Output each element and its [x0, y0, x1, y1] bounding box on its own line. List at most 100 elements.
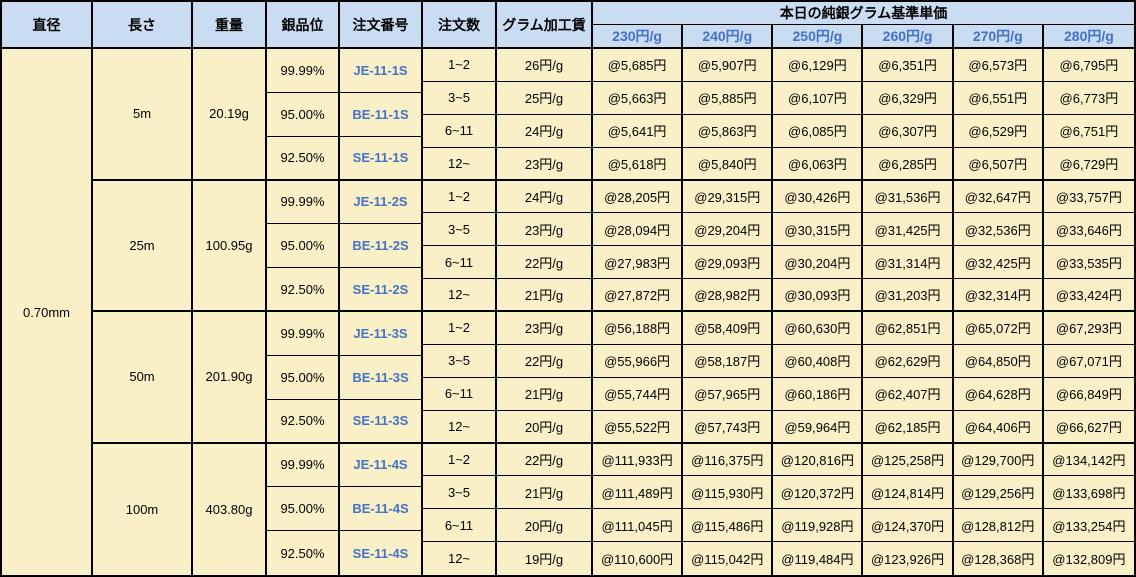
gram-fee-cell: 21円/g: [497, 377, 593, 411]
price-cell: @66,849円: [1043, 377, 1134, 411]
order-qty-cell: 3~5: [423, 476, 497, 510]
price-cell: @59,964円: [773, 410, 864, 444]
price-cell: @32,425円: [953, 246, 1044, 280]
price-cell: @134,142円: [1043, 443, 1134, 477]
order-qty-cell: 1~2: [423, 312, 497, 345]
price-cell: @124,370円: [863, 509, 954, 543]
purity-cell: 99.99%: [267, 180, 340, 225]
price-cell: @6,729円: [1043, 147, 1134, 181]
price-cell: @6,307円: [863, 114, 954, 148]
gram-fee-cell: 23円/g: [497, 312, 593, 345]
price-cell: @30,093円: [773, 279, 864, 312]
price-cell: @6,085円: [773, 114, 864, 148]
price-cell: @132,809円: [1043, 542, 1134, 575]
order-qty-cell: 1~2: [423, 49, 497, 82]
price-cell: @5,641円: [593, 114, 684, 148]
price-cell: @5,840円: [683, 147, 774, 181]
price-cell: @67,071円: [1043, 344, 1134, 378]
length-cell: 25m: [93, 180, 193, 312]
price-cell: @57,965円: [683, 377, 774, 411]
price-cell: @28,205円: [593, 180, 684, 214]
order-qty-cell: 12~: [423, 279, 497, 312]
price-cell: @6,107円: [773, 81, 864, 115]
price-cell: @124,814円: [863, 476, 954, 510]
price-cell: @119,484円: [773, 542, 864, 575]
gram-fee-cell: 24円/g: [497, 180, 593, 214]
price-column-header: 250円/g: [773, 25, 864, 49]
length-cell: 50m: [93, 312, 193, 444]
price-cell: @28,982円: [683, 279, 774, 312]
price-column-header: 260円/g: [863, 25, 954, 49]
price-cell: @67,293円: [1043, 312, 1134, 345]
price-cell: @60,630円: [773, 312, 864, 345]
price-cell: @133,254円: [1043, 509, 1134, 543]
price-cell: @60,186円: [773, 377, 864, 411]
price-cell: @6,529円: [953, 114, 1044, 148]
purity-cell: 99.99%: [267, 312, 340, 356]
price-cell: @33,424円: [1043, 279, 1134, 312]
order-number-cell: JE-11-1S: [340, 49, 423, 93]
order-number-cell: BE-11-2S: [340, 224, 423, 269]
order-qty-cell: 12~: [423, 542, 497, 575]
price-cell: @6,129円: [773, 49, 864, 82]
gram-fee-cell: 19円/g: [497, 542, 593, 575]
order-qty-cell: 12~: [423, 410, 497, 444]
order-qty-cell: 3~5: [423, 344, 497, 378]
price-cell: @32,536円: [953, 213, 1044, 247]
price-cell: @115,486円: [683, 509, 774, 543]
price-cell: @64,406円: [953, 410, 1044, 444]
order-qty-cell: 6~11: [423, 377, 497, 411]
price-cell: @111,045円: [593, 509, 684, 543]
gram-fee-cell: 20円/g: [497, 410, 593, 444]
price-cell: @33,646円: [1043, 213, 1134, 247]
price-column-header: 270円/g: [953, 25, 1044, 49]
price-cell: @128,812円: [953, 509, 1044, 543]
price-cell: @5,663円: [593, 81, 684, 115]
order-number-cell: SE-11-3S: [340, 399, 423, 444]
price-cell: @28,094円: [593, 213, 684, 247]
order-qty-cell: 1~2: [423, 180, 497, 214]
purity-cell: 95.00%: [267, 224, 340, 269]
price-cell: @120,816円: [773, 443, 864, 477]
order-qty-cell: 6~11: [423, 509, 497, 543]
price-cell: @5,618円: [593, 147, 684, 181]
column-header-length: 長さ: [93, 2, 193, 49]
price-cell: @111,933円: [593, 443, 684, 477]
price-cell: @5,863円: [683, 114, 774, 148]
gram-fee-cell: 23円/g: [497, 213, 593, 247]
price-cell: @5,885円: [683, 81, 774, 115]
order-qty-cell: 6~11: [423, 114, 497, 148]
price-cell: @129,700円: [953, 443, 1044, 477]
price-cell: @6,795円: [1043, 49, 1134, 82]
weight-cell: 201.90g: [193, 312, 267, 444]
gram-fee-cell: 22円/g: [497, 443, 593, 477]
price-cell: @55,522円: [593, 410, 684, 444]
price-cell: @6,551円: [953, 81, 1044, 115]
price-column-header: 280円/g: [1043, 25, 1134, 49]
order-number-cell: JE-11-4S: [340, 443, 423, 488]
price-cell: @66,627円: [1043, 410, 1134, 444]
column-header-purity: 銀品位: [267, 2, 340, 49]
order-number-cell: JE-11-2S: [340, 180, 423, 225]
purity-cell: 92.50%: [267, 136, 340, 181]
order-number-cell: SE-11-4S: [340, 531, 423, 575]
price-cell: @64,628円: [953, 377, 1044, 411]
column-header-weight: 重量: [193, 2, 267, 49]
order-number-cell: SE-11-2S: [340, 268, 423, 312]
purity-cell: 95.00%: [267, 92, 340, 137]
price-cell: @55,966円: [593, 344, 684, 378]
price-cell: @65,072円: [953, 312, 1044, 345]
gram-fee-cell: 21円/g: [497, 279, 593, 312]
weight-cell: 20.19g: [193, 49, 267, 181]
gram-fee-cell: 21円/g: [497, 476, 593, 510]
price-cell: @129,256円: [953, 476, 1044, 510]
price-cell: @120,372円: [773, 476, 864, 510]
price-cell: @60,408円: [773, 344, 864, 378]
column-header-diameter: 直径: [2, 2, 93, 49]
price-cell: @64,850円: [953, 344, 1044, 378]
price-cell: @30,426円: [773, 180, 864, 214]
weight-cell: 403.80g: [193, 443, 267, 575]
price-cell: @62,851円: [863, 312, 954, 345]
gram-fee-cell: 24円/g: [497, 114, 593, 148]
price-cell: @27,872円: [593, 279, 684, 312]
